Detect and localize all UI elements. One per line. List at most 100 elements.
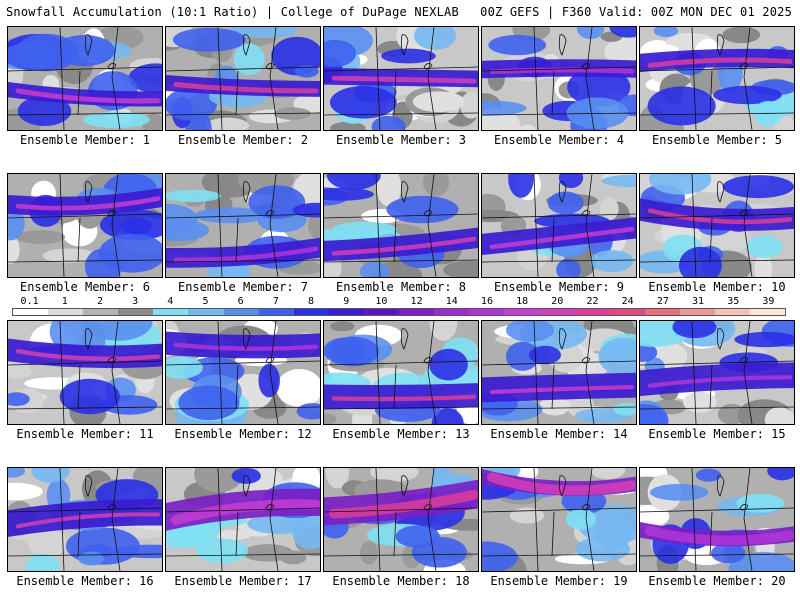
ensemble-panel: Ensemble Member: 6 — [7, 173, 163, 298]
member-label: Ensemble Member: 8 — [335, 280, 467, 294]
ensemble-panel: Ensemble Member: 15 — [639, 320, 795, 445]
member-label: Ensemble Member: 5 — [651, 133, 783, 147]
ensemble-panel: Ensemble Member: 14 — [481, 320, 637, 445]
colorbar-legend: 0.1 1 2 3 4 5 6 7 8 9 10 12 14 16 18 20 22 24 27 31 35 39 — [12, 296, 786, 318]
colorbar-tick-label: 22 — [586, 296, 599, 307]
ensemble-panel: Ensemble Member: 2 — [165, 26, 321, 151]
colorbar-tick-label: 8 — [308, 296, 315, 307]
colorbar-swatch — [153, 309, 189, 315]
member-label: Ensemble Member: 3 — [335, 133, 467, 147]
snowfall-map — [639, 26, 795, 131]
ensemble-panel: Ensemble Member: 20 — [639, 467, 795, 592]
member-label: Ensemble Member: 19 — [490, 574, 628, 588]
colorbar-swatch — [83, 309, 119, 315]
colorbar-tick-label: 16 — [480, 296, 493, 307]
snowfall-map — [7, 26, 163, 131]
snowfall-map — [323, 467, 479, 572]
colorbar-swatch — [258, 309, 294, 315]
colorbar-tick-label: 0.1 — [20, 296, 39, 307]
ensemble-panel: Ensemble Member: 3 — [323, 26, 479, 151]
ensemble-panel: Ensemble Member: 18 — [323, 467, 479, 592]
snowfall-map — [639, 320, 795, 425]
colorbar-swatch — [363, 309, 400, 315]
colorbar-tick-label: 4 — [167, 296, 174, 307]
colorbar-swatch — [469, 309, 505, 315]
colorbar-swatch — [644, 309, 680, 315]
snowfall-map — [481, 467, 637, 572]
chart-title: Snowfall Accumulation (10:1 Ratio) | Col… — [6, 5, 459, 19]
colorbar-swatch — [293, 309, 329, 315]
colorbar-tick-label: 35 — [727, 296, 740, 307]
colorbar-tick-label: 2 — [96, 296, 103, 307]
colorbar-labels: 0.1 1 2 3 4 5 6 7 8 9 10 12 14 16 18 20 22 24 27 31 35 39 — [12, 296, 786, 307]
colorbar-swatch — [714, 309, 750, 315]
snowfall-map — [481, 320, 637, 425]
ensemble-panel: Ensemble Member: 13 — [323, 320, 479, 445]
colorbar-tick-label: 7 — [272, 296, 279, 307]
colorbar-swatch — [188, 309, 224, 315]
snowfall-map — [7, 320, 163, 425]
snowfall-map — [7, 467, 163, 572]
snowfall-map — [165, 173, 321, 278]
colorbar-tick-label: 12 — [410, 296, 423, 307]
snowfall-map — [7, 173, 163, 278]
colorbar-swatch — [13, 309, 49, 315]
member-label: Ensemble Member: 17 — [174, 574, 312, 588]
colorbar-tick-label: 1 — [61, 296, 68, 307]
member-label: Ensemble Member: 9 — [493, 280, 625, 294]
snowfall-map — [639, 173, 795, 278]
snowfall-map — [323, 173, 479, 278]
snowfall-map — [323, 26, 479, 131]
colorbar-tick-label: 3 — [132, 296, 139, 307]
snowfall-map — [165, 467, 321, 572]
colorbar-swatch — [223, 309, 259, 315]
member-label: Ensemble Member: 15 — [648, 427, 786, 441]
colorbar-tick-label: 6 — [237, 296, 244, 307]
ensemble-panel: Ensemble Member: 19 — [481, 467, 637, 592]
ensemble-panel: Ensemble Member: 5 — [639, 26, 795, 151]
ensemble-panel: Ensemble Member: 7 — [165, 173, 321, 298]
colorbar-swatch — [328, 309, 364, 315]
colorbar-swatch — [118, 309, 154, 315]
colorbar-swatch — [574, 309, 610, 315]
colorbar-tick-label: 20 — [551, 296, 564, 307]
member-label: Ensemble Member: 2 — [177, 133, 309, 147]
member-label: Ensemble Member: 16 — [16, 574, 154, 588]
colorbar-swatch — [749, 309, 786, 315]
member-label: Ensemble Member: 6 — [19, 280, 151, 294]
snowfall-map — [323, 320, 479, 425]
colorbar-tick-label: 18 — [516, 296, 529, 307]
colorbar-swatches — [12, 308, 786, 316]
member-label: Ensemble Member: 14 — [490, 427, 628, 441]
ensemble-panel: Ensemble Member: 1 — [7, 26, 163, 151]
ensemble-panel: Ensemble Member: 16 — [7, 467, 163, 592]
colorbar-swatch — [504, 309, 540, 315]
ensemble-panel: Ensemble Member: 10 — [639, 173, 795, 298]
member-label: Ensemble Member: 12 — [174, 427, 312, 441]
member-label: Ensemble Member: 11 — [16, 427, 154, 441]
ensemble-panel: Ensemble Member: 8 — [323, 173, 479, 298]
colorbar-swatch — [679, 309, 715, 315]
snowfall-map — [639, 467, 795, 572]
header: Snowfall Accumulation (10:1 Ratio) | Col… — [0, 0, 800, 22]
colorbar-tick-label: 10 — [375, 296, 388, 307]
member-label: Ensemble Member: 20 — [648, 574, 786, 588]
colorbar-tick-label: 9 — [343, 296, 350, 307]
colorbar-tick-label: 27 — [656, 296, 669, 307]
colorbar-tick-label: 39 — [762, 296, 775, 307]
member-label: Ensemble Member: 4 — [493, 133, 625, 147]
snowfall-map — [165, 320, 321, 425]
ensemble-panel: Ensemble Member: 4 — [481, 26, 637, 151]
colorbar-tick-label: 31 — [692, 296, 705, 307]
run-info: 00Z GEFS | F360 Valid: 00Z MON DEC 01 20… — [480, 5, 792, 19]
snowfall-map — [481, 173, 637, 278]
colorbar-tick-label: 14 — [445, 296, 458, 307]
colorbar-tick-label: 24 — [621, 296, 634, 307]
colorbar-swatch — [609, 309, 645, 315]
member-label: Ensemble Member: 18 — [332, 574, 470, 588]
member-label: Ensemble Member: 13 — [332, 427, 470, 441]
snowfall-map — [165, 26, 321, 131]
snowfall-map — [481, 26, 637, 131]
member-label: Ensemble Member: 7 — [177, 280, 309, 294]
